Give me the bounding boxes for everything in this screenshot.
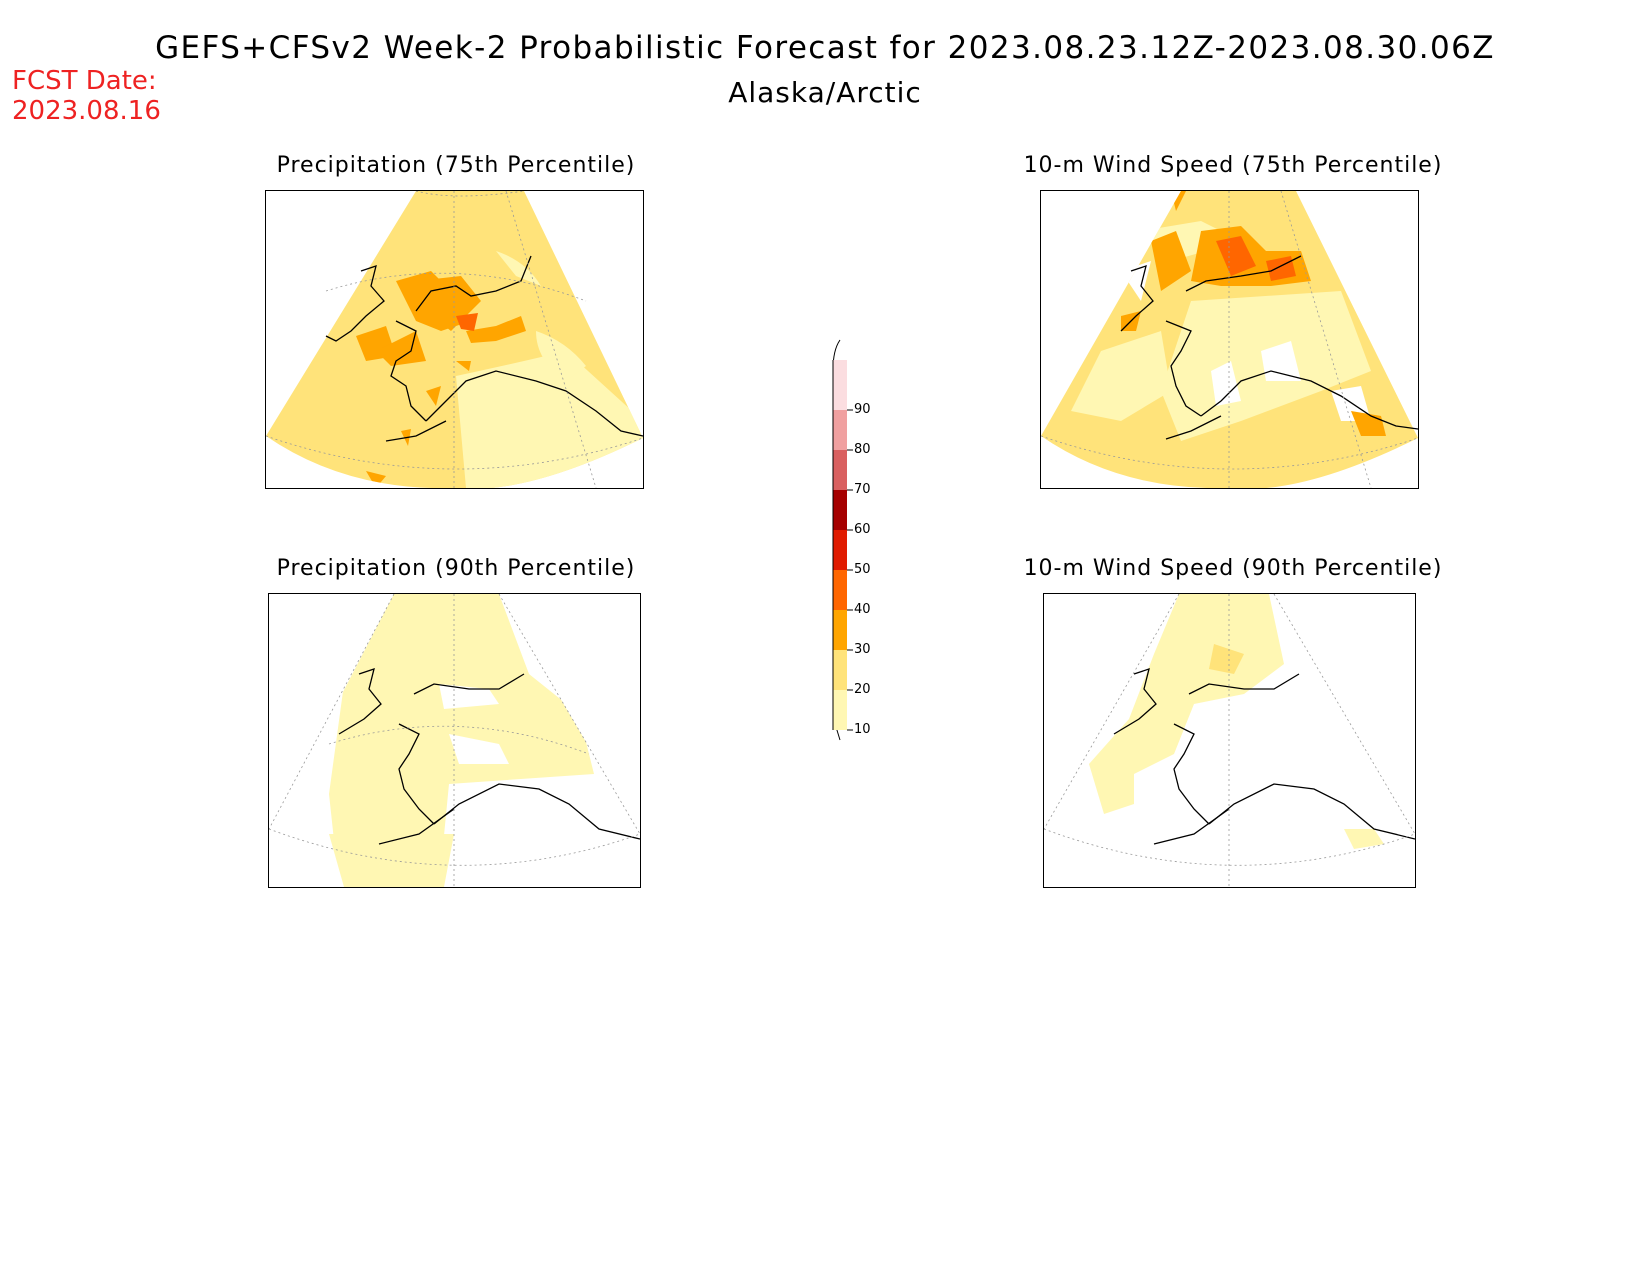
- map-precip75: [265, 190, 644, 489]
- colorbar-swatch-70: [833, 450, 847, 490]
- colorbar-label-30: 30: [854, 642, 871, 657]
- colorbar-label-20: 20: [854, 682, 871, 697]
- colorbar-swatch-90: [833, 360, 847, 410]
- colorbar: [815, 330, 895, 750]
- main-title: GEFS+CFSv2 Week-2 Probabilistic Forecast…: [155, 30, 1495, 66]
- panel-title-wind90: 10-m Wind Speed (90th Percentile): [1023, 556, 1443, 581]
- map-wind90: [1043, 593, 1416, 888]
- map-precip90: [268, 593, 641, 888]
- colorbar-label-70: 70: [854, 482, 871, 497]
- region-subtitle: Alaska/Arctic: [728, 76, 922, 109]
- colorbar-swatch-10: [833, 690, 847, 730]
- map-wind75: [1040, 190, 1419, 489]
- colorbar-label-80: 80: [854, 442, 871, 457]
- colorbar-label-10: 10: [854, 722, 871, 737]
- colorbar-label-60: 60: [854, 522, 871, 537]
- panel-title-precip75: Precipitation (75th Percentile): [276, 153, 636, 178]
- panel-title-precip90: Precipitation (90th Percentile): [276, 556, 636, 581]
- panel-title-wind75: 10-m Wind Speed (75th Percentile): [1023, 153, 1443, 178]
- forecast-date-block: FCST Date: 2023.08.16: [12, 66, 161, 126]
- colorbar-swatch-60: [833, 490, 847, 530]
- colorbar-swatch-80: [833, 410, 847, 450]
- colorbar-swatch-20: [833, 650, 847, 690]
- colorbar-label-50: 50: [854, 562, 871, 577]
- colorbar-swatch-50: [833, 530, 847, 570]
- colorbar-swatch-30: [833, 610, 847, 650]
- colorbar-swatch-40: [833, 570, 847, 610]
- forecast-date-label: FCST Date:: [12, 66, 157, 96]
- forecast-date-value: 2023.08.16: [12, 96, 161, 126]
- colorbar-label-40: 40: [854, 602, 871, 617]
- colorbar-label-90: 90: [854, 402, 871, 417]
